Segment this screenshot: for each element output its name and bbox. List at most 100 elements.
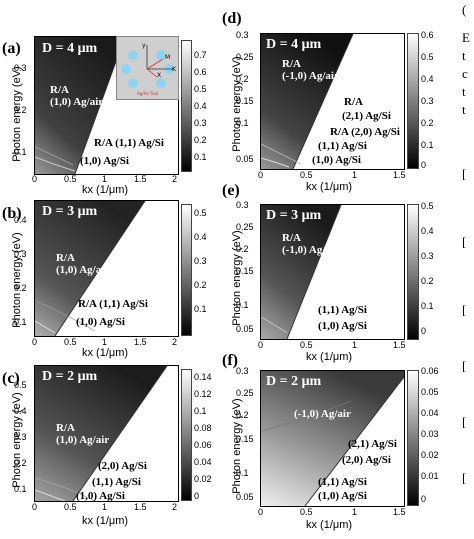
title-e: D = 3 μm bbox=[266, 208, 322, 223]
xtick-b-4: 1.5 bbox=[134, 337, 147, 347]
ann-a-ra: R/A bbox=[50, 84, 69, 96]
ann-d-agair: (-1,0) Ag/air bbox=[282, 70, 339, 82]
cbtick-e-2: 0.4 bbox=[421, 226, 434, 236]
cbtick-b-4: 0.2 bbox=[194, 280, 207, 290]
cbtick-d-1: 0.6 bbox=[421, 30, 434, 40]
xtick-e-4: 1.5 bbox=[393, 340, 406, 350]
ytick-d-5: 0.1 bbox=[236, 118, 249, 128]
cbtick-c-6: 0.04 bbox=[194, 457, 212, 467]
ytick-f-2: 0.25 bbox=[236, 388, 254, 398]
ann-c-agair: (1,0) Ag/air bbox=[56, 434, 110, 446]
cbtick-b-3: 0.3 bbox=[194, 256, 207, 266]
cbtick-c-2: 0.12 bbox=[194, 389, 212, 399]
cbtick-a-6: 0.2 bbox=[194, 135, 207, 145]
cbtick-f-1: 0.06 bbox=[421, 366, 439, 376]
heatmap-c bbox=[34, 365, 179, 502]
ytick-e-4: 0.15 bbox=[236, 266, 254, 276]
ytick-e-5: 0.1 bbox=[236, 300, 249, 310]
ytick-d-1: 0.3 bbox=[236, 30, 249, 40]
ann-b-11: R/A (1,1) Ag/Si bbox=[78, 298, 148, 310]
cbtick-d-2: 0.5 bbox=[421, 52, 434, 62]
ytick-a-2: 0.2 bbox=[14, 105, 27, 115]
ann-c-ra: R/A bbox=[56, 422, 75, 434]
cbtick-c-5: 0.06 bbox=[194, 440, 212, 450]
ytick-e-6: 0.05 bbox=[236, 324, 254, 334]
cbtick-e-5: 0.1 bbox=[421, 301, 434, 311]
ann-e-10: (1,0) Ag/Si bbox=[318, 320, 367, 332]
title-a: D = 4 μm bbox=[42, 41, 98, 56]
cbtick-f-3: 0.04 bbox=[421, 408, 439, 418]
ann-d-ra: R/A bbox=[282, 58, 301, 70]
panel-label-f: (f) bbox=[222, 352, 238, 369]
xtick-e-1: 0 bbox=[258, 340, 264, 350]
panel-label-d: (d) bbox=[222, 10, 242, 27]
edge-bracket-1: [ bbox=[462, 166, 467, 181]
heatmap-c-svg bbox=[35, 366, 178, 501]
heatmap-b-svg bbox=[35, 201, 178, 336]
xtick-d-1: 0 bbox=[258, 170, 264, 180]
title-d: D = 4 μm bbox=[266, 37, 322, 52]
cbtick-a-3: 0.5 bbox=[194, 84, 207, 94]
cbtick-f-2: 0.05 bbox=[421, 387, 439, 397]
cbtick-f-5: 0.02 bbox=[421, 450, 439, 460]
ann-f-21: (2,1) Ag/Si bbox=[348, 438, 397, 450]
heatmap-d bbox=[260, 33, 405, 170]
xtick-c-1: 0 bbox=[32, 502, 38, 512]
colorbar-e bbox=[407, 204, 419, 340]
x-axis-label-c: kx (1/μm) bbox=[82, 515, 129, 527]
ann-a-11: R/A (1,1) Ag/Si bbox=[94, 137, 164, 149]
ytick-b-1: 0.1 bbox=[14, 317, 27, 327]
xtick-b-5: 2 bbox=[172, 337, 178, 347]
edge-bracket-4: [ bbox=[462, 358, 467, 373]
xtick-d-3: 1 bbox=[352, 170, 358, 180]
xtick-e-3: 1 bbox=[352, 340, 358, 350]
ytick-f-3: 0.2 bbox=[236, 410, 249, 420]
ann-f-10: (1,0) Ag/Si bbox=[318, 490, 367, 502]
cbtick-a-4: 0.4 bbox=[194, 101, 207, 111]
cbtick-a-2: 0.6 bbox=[194, 67, 207, 77]
x-axis-label-e: kx (1/μm) bbox=[306, 351, 353, 363]
x-axis-label-f: kx (1/μm) bbox=[306, 519, 353, 531]
cbtick-f-7: 0 bbox=[421, 494, 427, 504]
heatmap-e bbox=[260, 204, 405, 340]
cbtick-d-4: 0.3 bbox=[421, 96, 434, 106]
ann-d-21: (2,1) Ag/Si bbox=[342, 110, 391, 122]
panel-label-e: (e) bbox=[222, 182, 240, 199]
xtick-f-1: 0 bbox=[258, 507, 264, 517]
ytick-f-6: 0.05 bbox=[236, 492, 254, 502]
ytick-c-2: 0.2 bbox=[14, 458, 27, 468]
ytick-b-4: 0.4 bbox=[14, 215, 27, 225]
cbtick-a-5: 0.3 bbox=[194, 118, 207, 128]
ytick-a-3: 0.3 bbox=[14, 63, 27, 73]
edge-line-3: c bbox=[462, 66, 468, 81]
cbtick-e-4: 0.2 bbox=[421, 276, 434, 286]
ytick-e-1: 0.3 bbox=[236, 200, 249, 210]
x-axis-label-d: kx (1/μm) bbox=[306, 181, 353, 193]
xtick-b-2: 0.5 bbox=[64, 337, 77, 347]
y-axis-label-f: Photon energy (eV) bbox=[231, 398, 243, 494]
inset-m: M bbox=[165, 54, 170, 61]
cbtick-c-7: 0.02 bbox=[194, 474, 212, 484]
xtick-c-5: 2 bbox=[172, 502, 178, 512]
ytick-f-5: 0.1 bbox=[236, 468, 249, 478]
cbtick-e-6: 0 bbox=[421, 326, 427, 336]
inset-lattice: y M X K Ag/Air Tool bbox=[121, 42, 177, 96]
xtick-a-3: 1 bbox=[102, 174, 108, 184]
ytick-e-2: 0.25 bbox=[236, 222, 254, 232]
heatmap-e-svg bbox=[261, 205, 404, 339]
title-b: D = 3 μm bbox=[42, 204, 98, 219]
cbtick-c-1: 0.14 bbox=[194, 372, 212, 382]
cbtick-a-7: 0.1 bbox=[194, 152, 207, 162]
ann-f-11: (1,1) Ag/Si bbox=[318, 476, 367, 488]
cbtick-d-3: 0.4 bbox=[421, 74, 434, 84]
ytick-c-1: 0.1 bbox=[14, 484, 27, 494]
xtick-c-3: 1 bbox=[102, 502, 108, 512]
edge-bracket-6: [ bbox=[462, 470, 467, 485]
cbtick-c-8: 0 bbox=[194, 491, 200, 501]
heatmap-b bbox=[34, 200, 179, 337]
heatmap-f bbox=[260, 370, 405, 507]
inset-y: y bbox=[142, 42, 146, 49]
ann-d-20: R/A (2,0) Ag/Si bbox=[330, 126, 400, 138]
xtick-b-1: 0 bbox=[32, 337, 38, 347]
panel-label-c: (c) bbox=[2, 370, 20, 387]
